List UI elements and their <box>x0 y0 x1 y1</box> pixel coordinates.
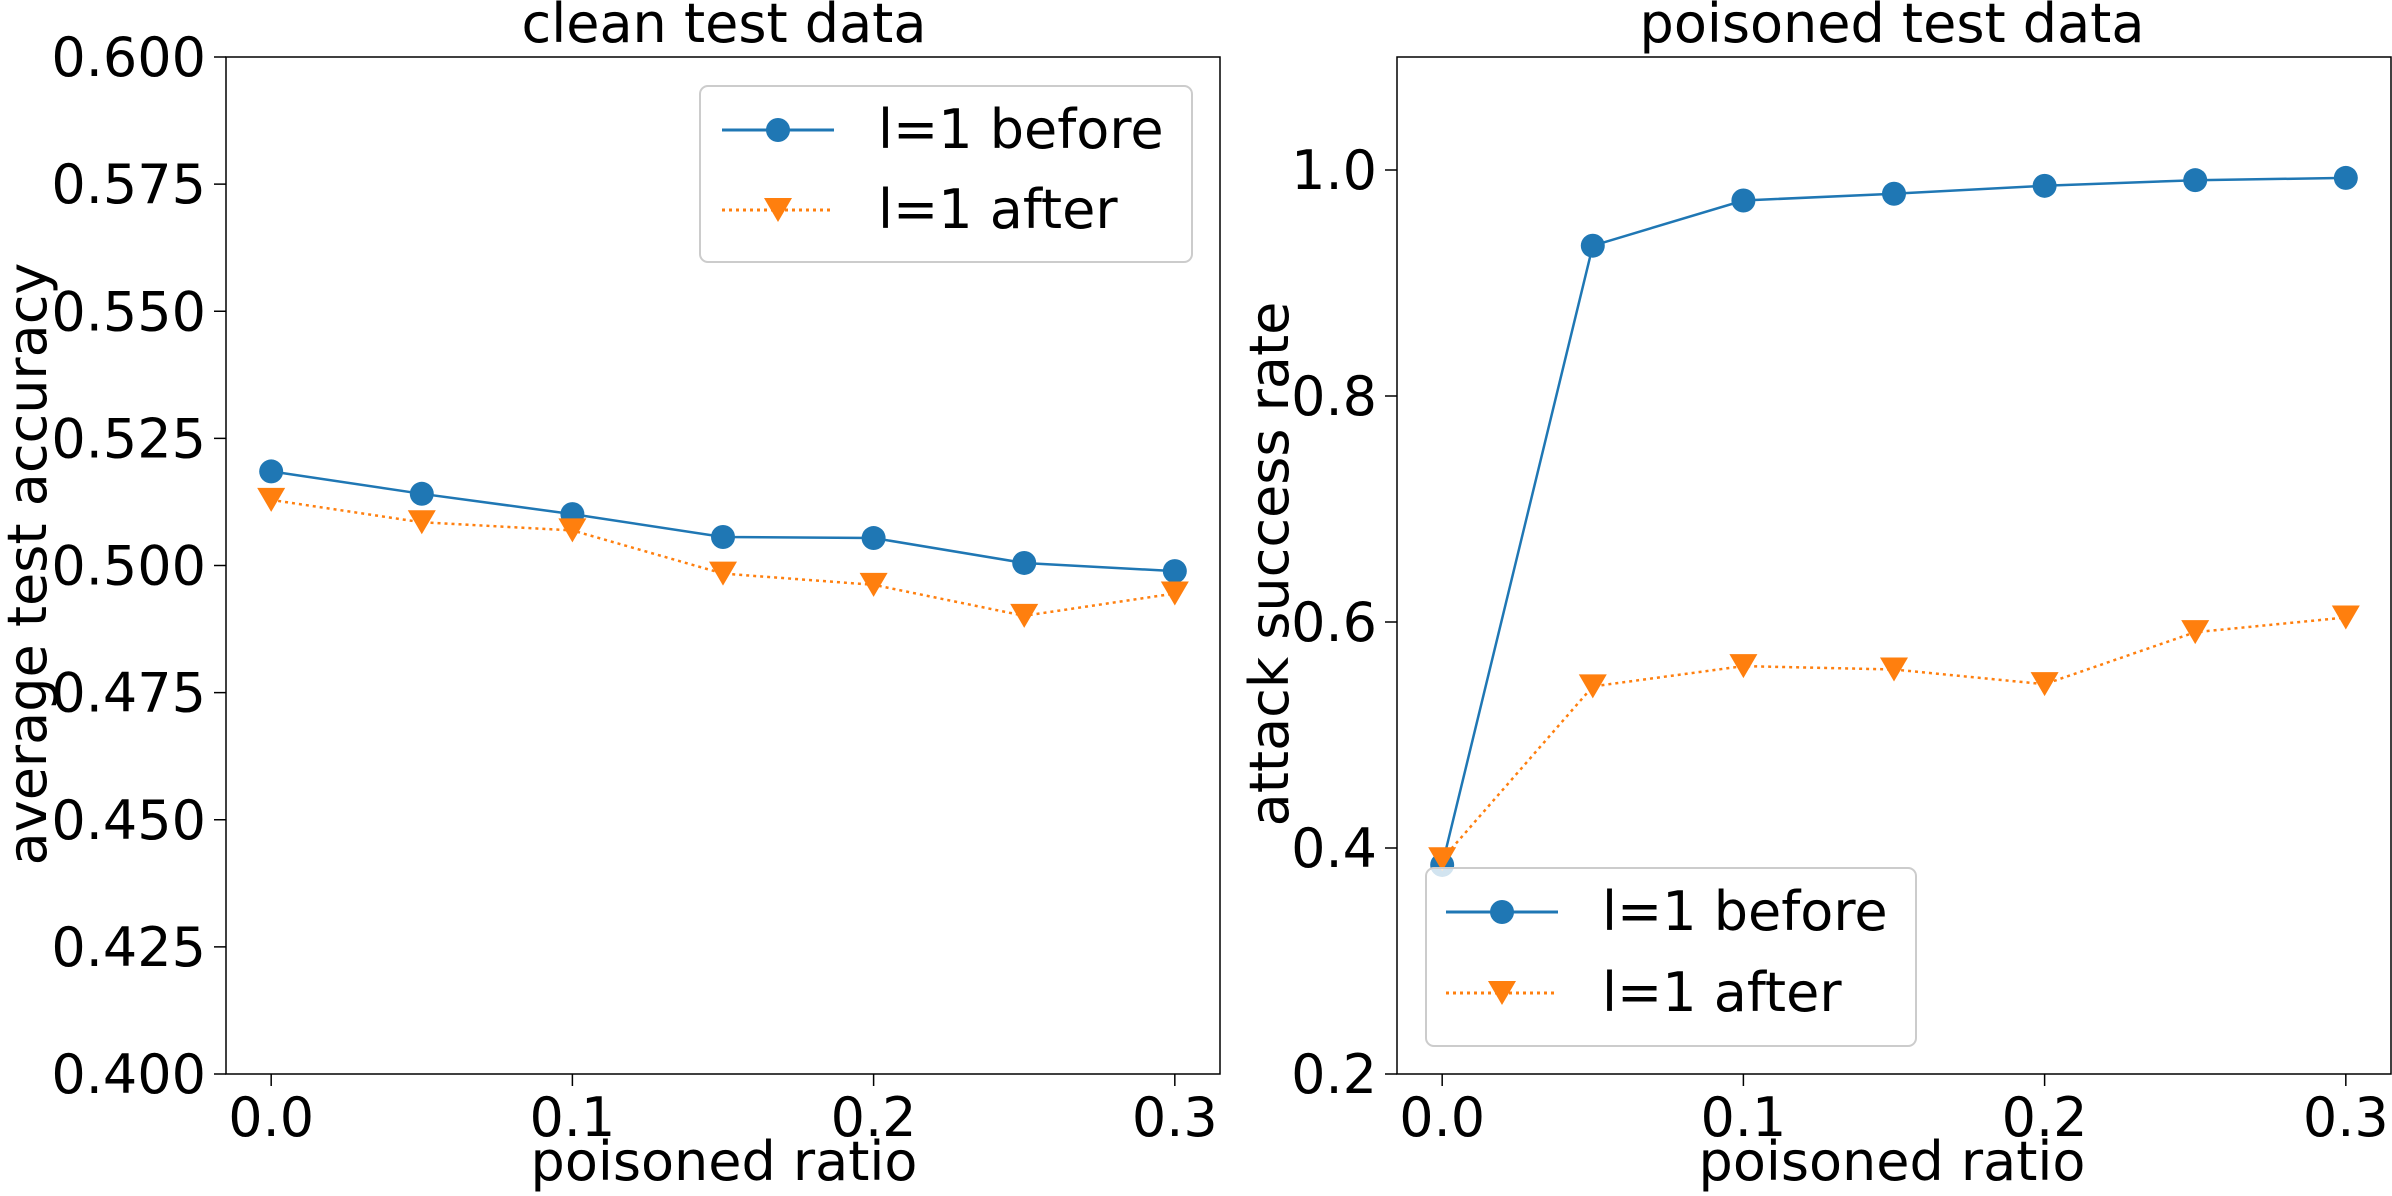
y-tick-label: 0.600 <box>51 26 206 89</box>
x-tick-label: 0.1 <box>1700 1086 1786 1149</box>
legend-item-after: l=1 after <box>722 178 1118 241</box>
legend-item-after: l=1 after <box>1446 961 1842 1024</box>
data-point <box>861 526 886 551</box>
data-point <box>2331 605 2360 630</box>
data-point <box>1428 847 1457 872</box>
legend-marker-after <box>764 198 792 222</box>
series-layer <box>257 459 1189 628</box>
data-point <box>407 510 436 535</box>
chart-poisoned-test-data: poisoned test data poisoned ratio attack… <box>1238 0 2392 1193</box>
x-tick-label: 0.0 <box>228 1086 314 1149</box>
series-after <box>257 487 1189 628</box>
y-tick-label: 0.550 <box>51 280 206 343</box>
axis-ticks: 0.400 0.425 0.450 0.475 0.500 0.525 0.550 0.575… <box>51 26 1217 1149</box>
x-tick-label: 0.2 <box>831 1086 917 1149</box>
y-tick-label: 0.425 <box>51 916 206 979</box>
y-tick-label: 0.475 <box>51 662 206 725</box>
data-point <box>409 481 434 506</box>
legend-item-before: l=1 before <box>1446 880 1888 943</box>
data-point <box>1731 188 1756 213</box>
axis-ticks: 0.2 0.4 0.6 0.8 1.0 0.0 0.1 0.2 0.3 <box>1291 139 2389 1149</box>
legend-marker-after <box>1488 981 1516 1005</box>
data-point <box>1729 654 1758 679</box>
data-point <box>1012 550 1037 575</box>
y-tick-label: 0.400 <box>51 1043 206 1106</box>
y-tick-label: 0.6 <box>1291 591 1377 654</box>
data-point <box>859 572 888 597</box>
data-point <box>1010 603 1039 628</box>
legend: l=1 before l=1 after <box>1425 867 1917 1047</box>
chart-title: clean test data <box>522 0 927 55</box>
legend-marker-before <box>766 118 790 142</box>
series-before <box>259 459 1187 584</box>
y-tick-label: 0.4 <box>1291 817 1377 880</box>
data-point <box>1162 559 1187 584</box>
data-point <box>2030 672 2059 697</box>
legend: l=1 before l=1 after <box>699 85 1193 263</box>
data-point <box>711 525 735 550</box>
data-point <box>1580 233 1605 258</box>
legend-item-before: l=1 before <box>722 98 1164 161</box>
y-tick-label: 0.525 <box>51 407 206 470</box>
y-tick-label: 0.450 <box>51 789 206 852</box>
y-tick-label: 1.0 <box>1291 139 1377 202</box>
data-point <box>259 459 284 484</box>
x-axis-label: poisoned ratio <box>531 1130 918 1193</box>
x-tick-label: 0.2 <box>2002 1086 2088 1149</box>
data-point <box>2183 168 2208 193</box>
x-tick-label: 0.3 <box>2303 1086 2389 1149</box>
x-axis-label: poisoned ratio <box>1699 1130 2086 1193</box>
legend-label-after: l=1 after <box>878 178 1118 241</box>
chart-title: poisoned test data <box>1640 0 2145 55</box>
data-point <box>1160 581 1189 606</box>
data-point <box>2333 165 2358 190</box>
legend-label-before: l=1 before <box>1602 880 1888 943</box>
y-tick-label: 0.500 <box>51 535 206 598</box>
legend-label-after: l=1 after <box>1602 961 1842 1024</box>
y-tick-label: 0.575 <box>51 153 206 216</box>
plot-frame <box>1396 56 2392 1075</box>
x-tick-label: 0.3 <box>1132 1086 1218 1149</box>
y-axis-label: attack success rate <box>1238 302 1301 827</box>
chart-clean-test-data: clean test data poisoned ratio average t… <box>0 0 1221 1193</box>
series-after <box>1428 605 2360 872</box>
y-tick-label: 0.2 <box>1291 1043 1377 1106</box>
data-point <box>1880 657 1908 682</box>
y-axis-label: average test accuracy <box>0 263 59 866</box>
data-point <box>2181 620 2210 645</box>
x-tick-label: 0.1 <box>529 1086 615 1149</box>
x-tick-label: 0.0 <box>1399 1086 1485 1149</box>
plot-frame <box>225 56 1221 1075</box>
y-tick-label: 0.8 <box>1291 365 1377 428</box>
data-point <box>709 561 737 586</box>
legend-marker-before <box>1490 900 1514 924</box>
legend-label-before: l=1 before <box>878 98 1164 161</box>
series-layer <box>1428 165 2360 877</box>
data-point <box>2032 173 2057 198</box>
data-point <box>558 518 587 543</box>
data-point <box>1578 674 1607 699</box>
data-point <box>1882 181 1906 206</box>
data-point <box>257 487 286 512</box>
